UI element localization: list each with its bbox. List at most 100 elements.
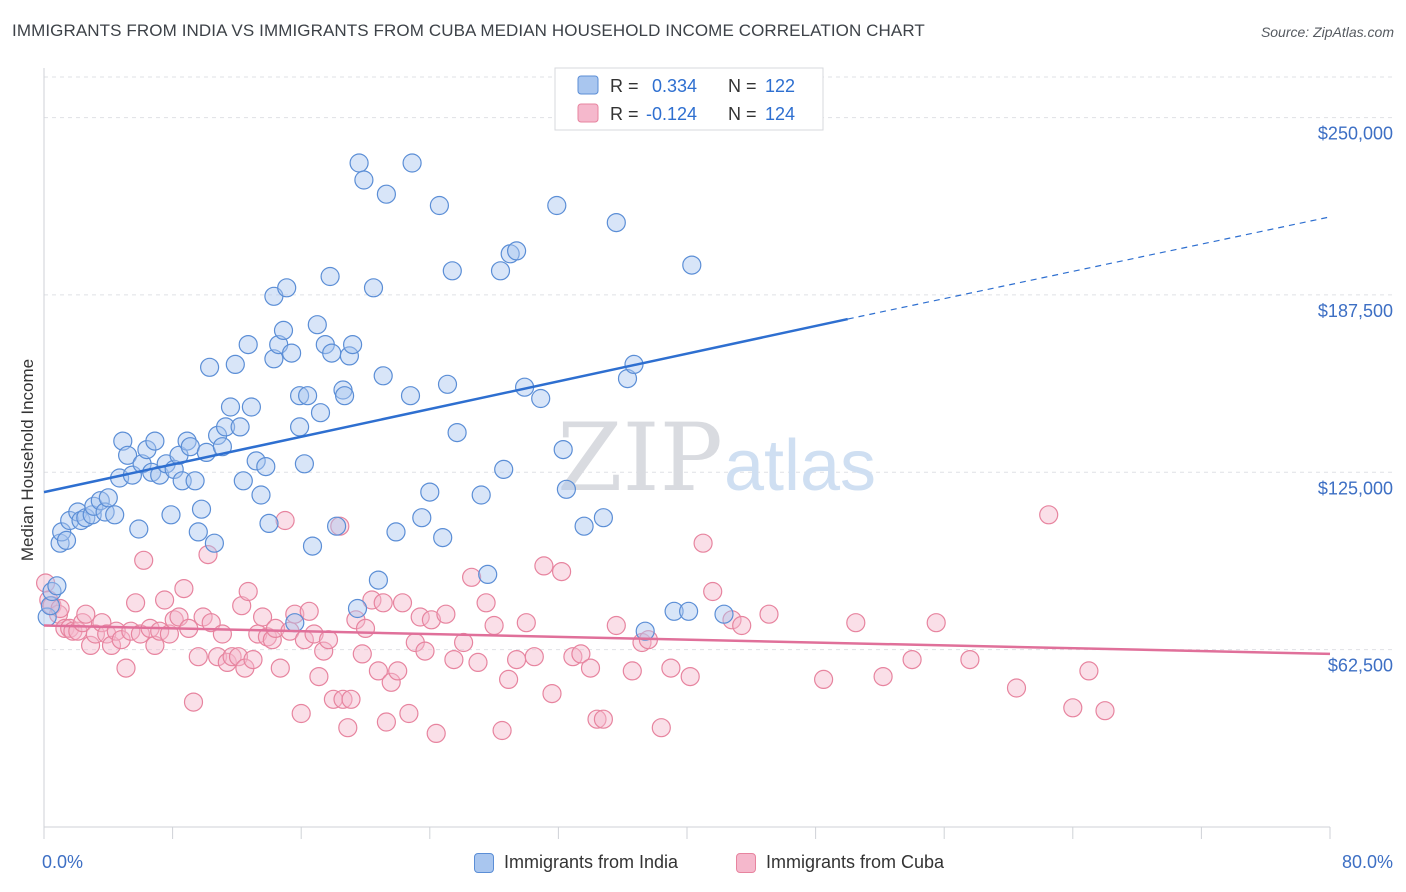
india-point: [429, 195, 449, 216]
india-point: [310, 403, 331, 423]
cuba-point: [542, 683, 562, 704]
legend-n-value-india: 122: [765, 76, 795, 96]
legend-stats-box: R = 0.334 N = 122 R = -0.124 N = 124: [554, 67, 824, 131]
india-point: [349, 153, 369, 173]
cuba-point: [243, 649, 263, 670]
cuba-point: [759, 604, 779, 624]
cuba-point: [188, 647, 208, 667]
cuba-point: [76, 604, 96, 624]
cuba-point: [1079, 661, 1099, 681]
india-point: [230, 417, 250, 437]
cuba-point: [355, 618, 376, 639]
india-point: [354, 170, 374, 190]
india-point: [238, 335, 258, 355]
india-point: [593, 508, 614, 528]
cuba-point: [813, 669, 834, 690]
india-point: [335, 386, 355, 406]
india-point: [177, 431, 197, 451]
india-point: [556, 479, 577, 499]
cuba-point: [421, 610, 441, 630]
cuba-point: [145, 635, 165, 656]
india-point: [363, 278, 384, 298]
india-point: [117, 445, 138, 465]
legend-swatch-cuba: [577, 103, 599, 123]
legend-r-value-india: 0.334: [652, 76, 697, 96]
india-point: [386, 522, 406, 542]
cuba-point: [506, 649, 527, 670]
cuba-point: [222, 647, 242, 667]
cuba-point: [587, 709, 607, 729]
cuba-point: [680, 666, 700, 687]
cuba-point: [80, 635, 101, 656]
india-point: [256, 457, 276, 477]
trendlines: [43, 216, 1331, 656]
india-point: [714, 604, 734, 624]
trendline-india-projection: [847, 216, 1331, 320]
cuba-point: [352, 644, 372, 664]
cuba-point: [238, 581, 258, 602]
india-point: [191, 499, 212, 519]
india-point: [478, 564, 498, 585]
cuba-point: [1006, 678, 1027, 698]
india-point: [264, 349, 284, 369]
cuba-point: [368, 661, 388, 681]
cuba-point: [622, 661, 642, 681]
cuba-point: [362, 590, 382, 610]
india-point: [105, 505, 125, 525]
cuba-point: [436, 604, 456, 624]
india-point: [241, 397, 261, 417]
trendline-cuba: [43, 624, 1331, 656]
cuba-point: [388, 661, 408, 681]
cuba-point: [116, 658, 136, 678]
india-point: [259, 513, 279, 534]
x-tick-max: 80.0%: [1341, 852, 1393, 872]
india-point: [161, 505, 181, 525]
watermark-atlas: atlas: [724, 426, 876, 506]
india-point: [47, 576, 67, 596]
india-point: [298, 386, 318, 406]
india-point: [347, 598, 368, 619]
legend-swatch-india: [577, 75, 599, 95]
legend-n-label-india: N =: [728, 76, 757, 96]
legend-item-cuba[interactable]: Immigrants from Cuba: [736, 852, 944, 873]
cuba-point: [333, 689, 353, 709]
axes: [43, 68, 1331, 839]
india-point: [574, 516, 594, 536]
y-tick-label-2: $187,500: [1318, 301, 1393, 321]
cuba-point: [318, 630, 339, 650]
cuba-point: [309, 666, 329, 687]
india-point: [273, 320, 294, 340]
cuba-point: [314, 641, 334, 661]
india-point: [307, 315, 327, 335]
india-point: [233, 471, 253, 491]
legend-bottom: Immigrants from India Immigrants from Cu…: [0, 852, 1406, 878]
cuba-point: [846, 613, 866, 633]
cuba-point: [1095, 701, 1115, 721]
india-point: [412, 508, 432, 528]
chart-title: IMMIGRANTS FROM INDIA VS IMMIGRANTS FROM…: [12, 21, 925, 40]
cuba-point: [873, 666, 893, 687]
cuba-point: [198, 544, 218, 565]
gridlines: [44, 76, 1395, 651]
cuba-point: [415, 641, 435, 661]
india-point: [664, 601, 684, 621]
legend-label-india: Immigrants from India: [504, 852, 679, 872]
india-point: [56, 530, 77, 551]
cuba-point: [960, 649, 980, 670]
india-point: [251, 485, 271, 505]
cuba-point: [376, 712, 396, 732]
india-point: [437, 374, 458, 394]
cuba-point: [703, 581, 723, 602]
india-point: [682, 255, 702, 275]
india-point: [40, 596, 61, 616]
india-point: [322, 343, 342, 363]
india-point: [635, 621, 655, 641]
india-point: [617, 369, 638, 389]
cuba-point: [338, 718, 358, 738]
legend-swatch-india-bottom: [474, 852, 494, 873]
legend-item-india[interactable]: Immigrants from India: [474, 852, 678, 873]
source-credit: Source: ZipAtlas.com: [1260, 24, 1394, 40]
cuba-point: [468, 652, 488, 673]
india-point: [678, 601, 699, 621]
india-point: [553, 440, 573, 460]
